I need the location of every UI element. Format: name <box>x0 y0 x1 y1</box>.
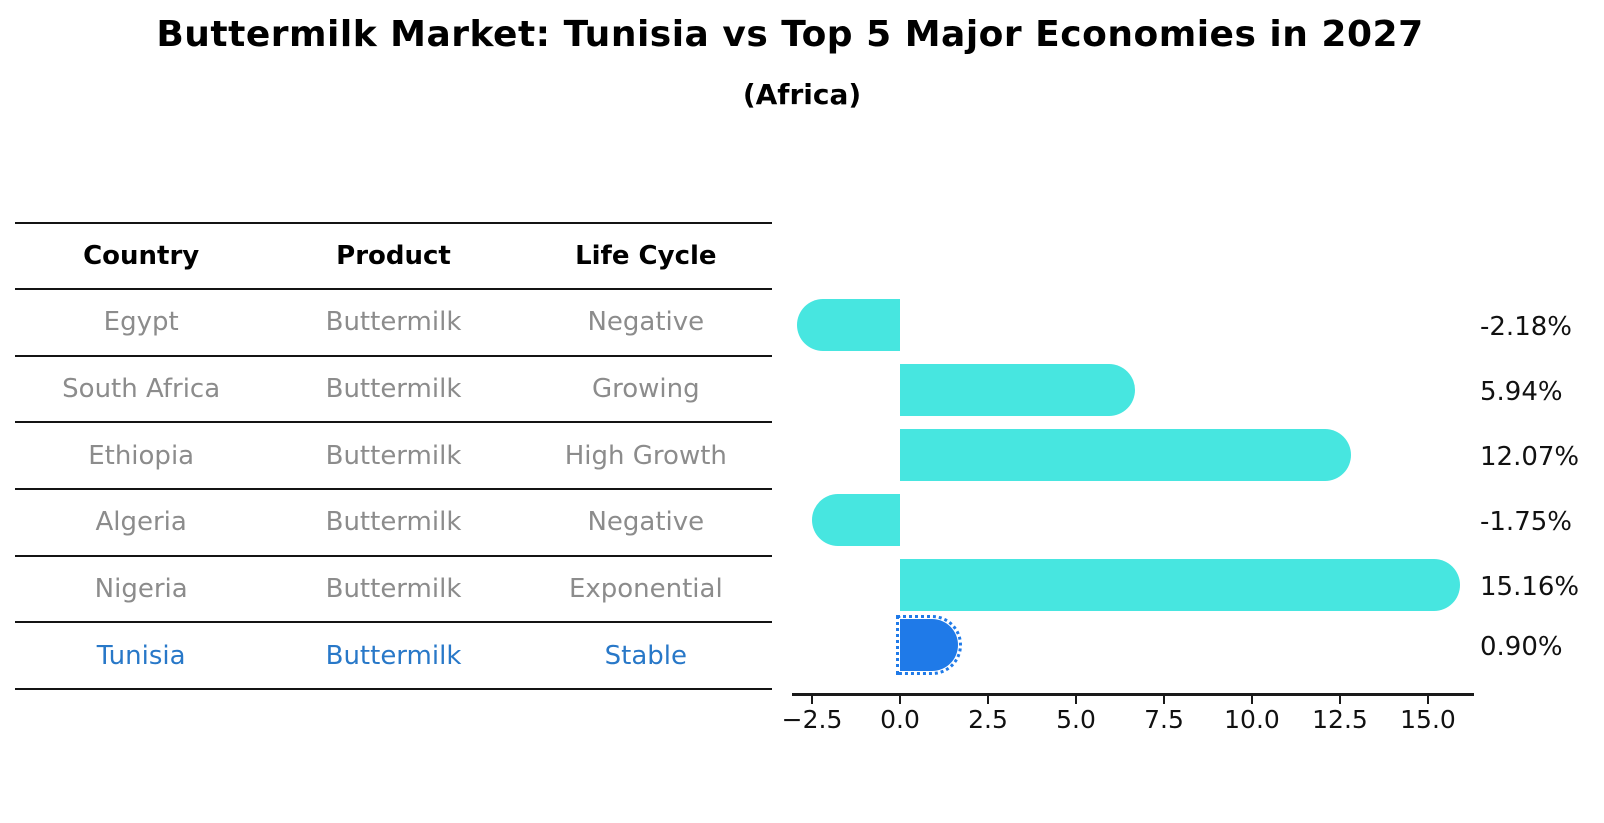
x-axis-tick <box>811 695 813 704</box>
bar-egypt <box>797 299 900 351</box>
x-axis-line <box>792 693 1474 696</box>
bar-algeria <box>812 494 900 546</box>
country-cell: Algeria <box>95 507 187 538</box>
header-cell-product: Product <box>336 241 451 271</box>
x-axis-tick-label: 5.0 <box>1056 705 1096 734</box>
header-cell-life-cycle: Life Cycle <box>575 241 717 271</box>
value-label-algeria: -1.75% <box>1480 507 1572 537</box>
product-cell: Buttermilk <box>325 574 462 605</box>
bar-ethiopia <box>900 429 1351 481</box>
product-cell: Buttermilk <box>325 507 462 538</box>
table-row-algeria: Algeria Buttermilk Negative <box>15 490 772 557</box>
country-cell: Ethiopia <box>88 440 195 471</box>
table-row-tunisia-highlighted: Tunisia Buttermilk Stable <box>15 623 772 691</box>
value-label-nigeria: 15.16% <box>1480 572 1580 602</box>
table-row-egypt: Egypt Buttermilk Negative <box>15 290 772 357</box>
product-cell: Buttermilk <box>325 374 462 405</box>
x-axis-tick-label: 0.0 <box>880 705 920 734</box>
product-cell: Buttermilk <box>325 307 462 338</box>
x-axis-tick <box>987 695 989 704</box>
country-cell: Egypt <box>103 307 179 338</box>
x-axis-tick-label: 15.0 <box>1400 705 1456 734</box>
chart-title: Buttermilk Market: Tunisia vs Top 5 Majo… <box>156 14 1424 55</box>
country-cell: South Africa <box>62 374 221 405</box>
bar-nigeria <box>900 559 1460 611</box>
life-cycle-cell: Negative <box>587 507 705 538</box>
table-row-south-africa: South Africa Buttermilk Growing <box>15 357 772 424</box>
comparison-table: Country Product Life Cycle Egypt Butterm… <box>15 222 772 691</box>
value-label-south-africa: 5.94% <box>1480 377 1563 407</box>
table-header-row: Country Product Life Cycle <box>15 224 772 290</box>
x-axis-tick-label: 10.0 <box>1224 705 1280 734</box>
value-label-ethiopia: 12.07% <box>1480 442 1580 472</box>
table-row-nigeria: Nigeria Buttermilk Exponential <box>15 557 772 624</box>
life-cycle-cell: Negative <box>587 307 705 338</box>
value-label-tunisia: 0.90% <box>1480 632 1563 662</box>
value-label-egypt: -2.18% <box>1480 312 1572 342</box>
country-cell: Tunisia <box>96 640 186 671</box>
x-axis-tick-label: 7.5 <box>1144 705 1184 734</box>
bar-south-africa <box>900 364 1136 416</box>
life-cycle-cell: Growing <box>591 374 700 405</box>
product-cell: Buttermilk <box>325 640 462 671</box>
x-axis-tick-label: −2.5 <box>781 705 843 734</box>
x-axis-tick <box>1075 695 1077 704</box>
table-row-ethiopia: Ethiopia Buttermilk High Growth <box>15 423 772 491</box>
product-cell: Buttermilk <box>325 440 462 471</box>
country-cell: Nigeria <box>94 574 188 605</box>
x-axis-tick-label: 12.5 <box>1312 705 1368 734</box>
x-axis-tick <box>899 695 901 704</box>
life-cycle-cell: Stable <box>604 640 687 671</box>
x-axis-tick <box>1339 695 1341 704</box>
x-axis-tick <box>1163 695 1165 704</box>
x-axis-tick <box>1251 695 1253 704</box>
life-cycle-cell: High Growth <box>564 440 727 471</box>
x-axis-tick-label: 2.5 <box>968 705 1008 734</box>
bar-tunisia <box>896 615 962 675</box>
x-axis-tick <box>1427 695 1429 704</box>
header-cell-country: Country <box>83 241 200 271</box>
life-cycle-cell: Exponential <box>568 574 723 605</box>
chart-subtitle: (Africa) <box>742 78 862 111</box>
